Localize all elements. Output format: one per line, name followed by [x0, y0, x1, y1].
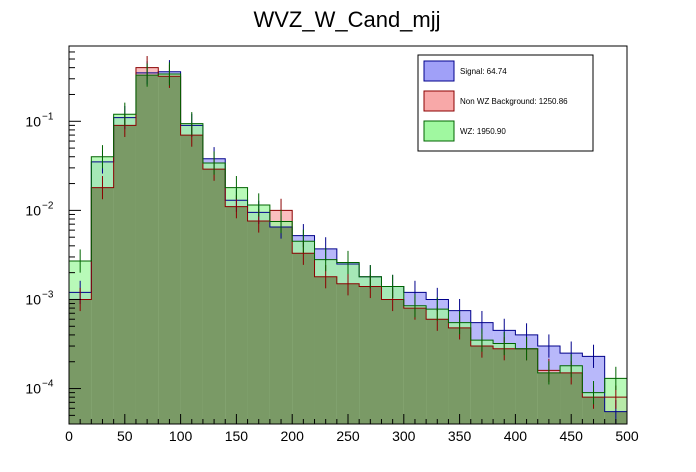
legend-label-2: WZ: 1950.90 [460, 127, 506, 136]
legend-label-0: Signal: 64.74 [460, 67, 507, 76]
bar-overlap-bin20 [515, 348, 538, 424]
y-tick-label: 10 [25, 202, 41, 218]
legend-swatch-1 [423, 90, 455, 112]
bar-overlap-bin4 [158, 76, 181, 425]
bar-overlap-bin14 [381, 299, 404, 424]
y-tick-exponent: −3 [42, 289, 54, 300]
bar-overlap-bin18 [470, 346, 494, 424]
bar-overlap-bin2 [113, 125, 136, 425]
bar-overlap-bin12 [336, 283, 360, 424]
x-tick-label: 350 [448, 428, 472, 444]
step-line-series2 [68, 73, 628, 424]
bar-overlap-bin19 [493, 348, 516, 424]
bar-overlap-bin10 [292, 253, 315, 424]
y-tick-label: 10 [25, 291, 41, 307]
y-tick-exponent: −2 [42, 200, 54, 211]
bar-overlap-bin9 [269, 227, 293, 424]
histogram-bars [69, 67, 627, 425]
y-tick-exponent: −4 [42, 379, 54, 390]
x-tick-label: 0 [65, 428, 73, 444]
chart-title: WVZ_W_Cand_mjj [253, 7, 440, 32]
x-tick-label: 400 [504, 428, 528, 444]
bar-overlap-bin8 [247, 220, 270, 424]
bar-overlap-bin7 [225, 206, 248, 424]
x-tick-label: 500 [615, 428, 639, 444]
legend: Signal: 64.74 Non WZ Background: 1250.86 W… [417, 54, 594, 152]
bar-overlap-bin21 [537, 372, 561, 424]
bar-overlap-bin11 [314, 276, 337, 424]
bar-overlap-bin15 [403, 308, 427, 424]
legend-swatch-2 [423, 120, 455, 142]
x-tick-label: 200 [281, 428, 305, 444]
bar-overlap-bin16 [426, 319, 449, 424]
y-tick-exponent: −1 [42, 111, 54, 122]
bar-overlap-bin23 [582, 397, 605, 424]
axes: 0 50 100 150 200 250 300 350 400 450 50010−110−210… [25, 51, 639, 444]
bar-overlap-bin6 [202, 169, 226, 424]
bar-overlap-bin5 [180, 135, 203, 425]
bar-overlap-bin13 [359, 286, 382, 424]
x-tick-label: 450 [560, 428, 584, 444]
x-tick-label: 250 [336, 428, 360, 444]
x-tick-label: 100 [169, 428, 193, 444]
x-tick-label: 50 [117, 428, 133, 444]
legend-swatch-0 [423, 60, 455, 82]
histogram-outlines [68, 56, 628, 424]
x-tick-label: 150 [225, 428, 249, 444]
bar-overlap-bin22 [560, 372, 583, 424]
bar-overlap-bin3 [135, 75, 159, 425]
y-tick-label: 10 [25, 113, 41, 129]
bar-overlap-bin17 [448, 327, 471, 424]
bar-overlap-bin1 [91, 187, 114, 424]
legend-label-1: Non WZ Background: 1250.86 [460, 97, 568, 106]
x-tick-label: 300 [392, 428, 416, 444]
y-tick-label: 10 [25, 381, 41, 397]
